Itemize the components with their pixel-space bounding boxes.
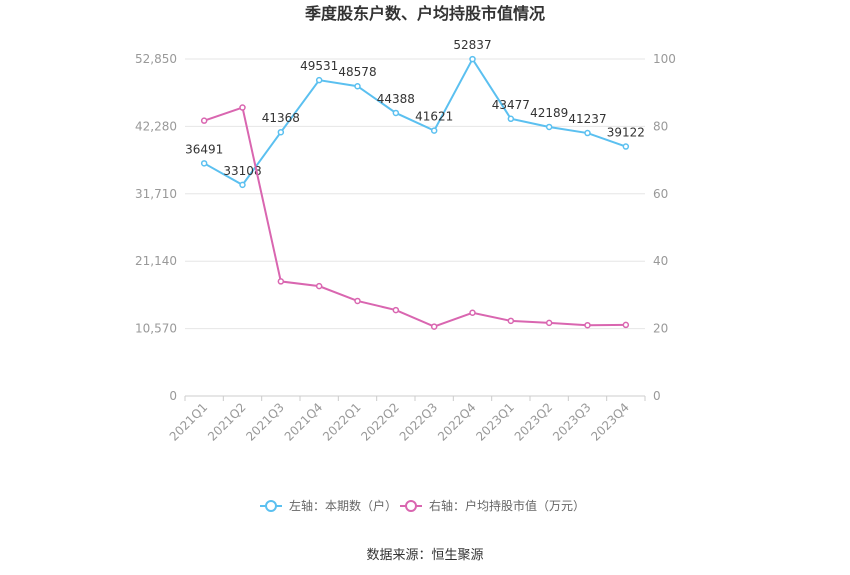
data-label: 44388	[377, 92, 415, 106]
data-point	[200, 160, 208, 167]
data-label: 41368	[262, 111, 300, 125]
data-point	[584, 321, 591, 329]
x-axis-tick-label: 2023Q4	[588, 400, 632, 444]
left-axis-tick-label: 10,570	[135, 322, 177, 336]
data-label: 41621	[415, 110, 453, 124]
left-axis-tick-label: 42,280	[135, 119, 177, 133]
right-axis-tick-label: 40	[653, 254, 668, 268]
data-point	[200, 117, 208, 124]
x-axis-tick-label: 2022Q4	[435, 400, 479, 444]
data-point	[507, 317, 515, 325]
right-axis-tick-label: 80	[653, 119, 668, 133]
data-label: 33108	[223, 164, 261, 178]
x-axis-tick-label: 2021Q4	[282, 400, 326, 444]
axes: 0 0 10,570 20 21,140 40 31,710 60 42,280 80 52,850…	[135, 52, 676, 444]
right-axis-tick-label: 0	[653, 389, 661, 403]
data-point	[239, 104, 246, 111]
series-line	[203, 57, 627, 187]
data-point	[622, 143, 630, 150]
data-point	[392, 306, 400, 314]
data-point	[469, 55, 476, 63]
data-point	[315, 76, 323, 84]
x-axis-tick-label: 2022Q2	[358, 400, 402, 444]
data-point	[469, 309, 476, 317]
legend[interactable]: 左轴：本期数（户） 右轴：户均持股市值（万元）	[260, 498, 585, 513]
x-axis-tick-label: 2022Q1	[320, 400, 364, 444]
legend-item[interactable]: 右轴：户均持股市值（万元）	[400, 498, 585, 513]
data-point	[277, 278, 285, 285]
data-point	[277, 128, 285, 136]
data-point	[354, 82, 361, 90]
data-label: 39122	[607, 126, 645, 140]
data-point	[545, 123, 553, 131]
legend-item[interactable]: 左轴：本期数（户）	[260, 498, 397, 513]
x-axis-tick-label: 2022Q3	[397, 400, 441, 444]
x-axis-tick-label: 2023Q1	[473, 400, 517, 444]
left-axis-tick-label: 31,710	[135, 187, 177, 201]
data-label: 41237	[568, 112, 606, 126]
legend-marker	[405, 500, 417, 512]
data-label: 43477	[492, 98, 530, 112]
legend-marker	[265, 500, 277, 512]
legend-label: 右轴：户均持股市值（万元）	[429, 498, 585, 513]
data-point	[430, 323, 438, 330]
right-axis-tick-label: 100	[653, 52, 676, 66]
data-point	[354, 297, 361, 305]
left-axis-tick-label: 52,850	[135, 52, 177, 66]
data-point	[315, 282, 323, 290]
data-label: 42189	[530, 106, 568, 120]
source-note: 数据来源：恒生聚源	[366, 548, 483, 563]
data-label: 48578	[338, 65, 376, 79]
data-point	[545, 319, 553, 327]
chart-title: 季度股东户数、户均持股市值情况	[304, 4, 545, 23]
data-point	[622, 321, 630, 329]
data-point	[430, 127, 438, 134]
data-point	[584, 129, 591, 137]
x-axis-tick-label: 2021Q2	[205, 400, 249, 444]
x-axis-tick-label: 2023Q3	[550, 400, 594, 444]
x-axis-tick-label: 2023Q2	[512, 400, 556, 444]
data-point	[239, 181, 246, 189]
x-axis-tick-label: 2021Q1	[167, 400, 211, 444]
data-label: 52837	[453, 38, 491, 52]
left-axis-tick-label: 0	[169, 389, 177, 403]
series-line	[203, 106, 626, 328]
x-axis-tick-label: 2021Q3	[243, 400, 287, 444]
data-point	[392, 109, 400, 117]
data-label: 49531	[300, 59, 338, 73]
legend-label: 左轴：本期数（户）	[289, 498, 397, 513]
left-axis-tick-label: 21,140	[135, 254, 177, 268]
right-axis-tick-label: 20	[653, 322, 668, 336]
data-point	[507, 115, 515, 123]
data-label: 36491	[185, 142, 223, 156]
right-axis-tick-label: 60	[653, 187, 668, 201]
